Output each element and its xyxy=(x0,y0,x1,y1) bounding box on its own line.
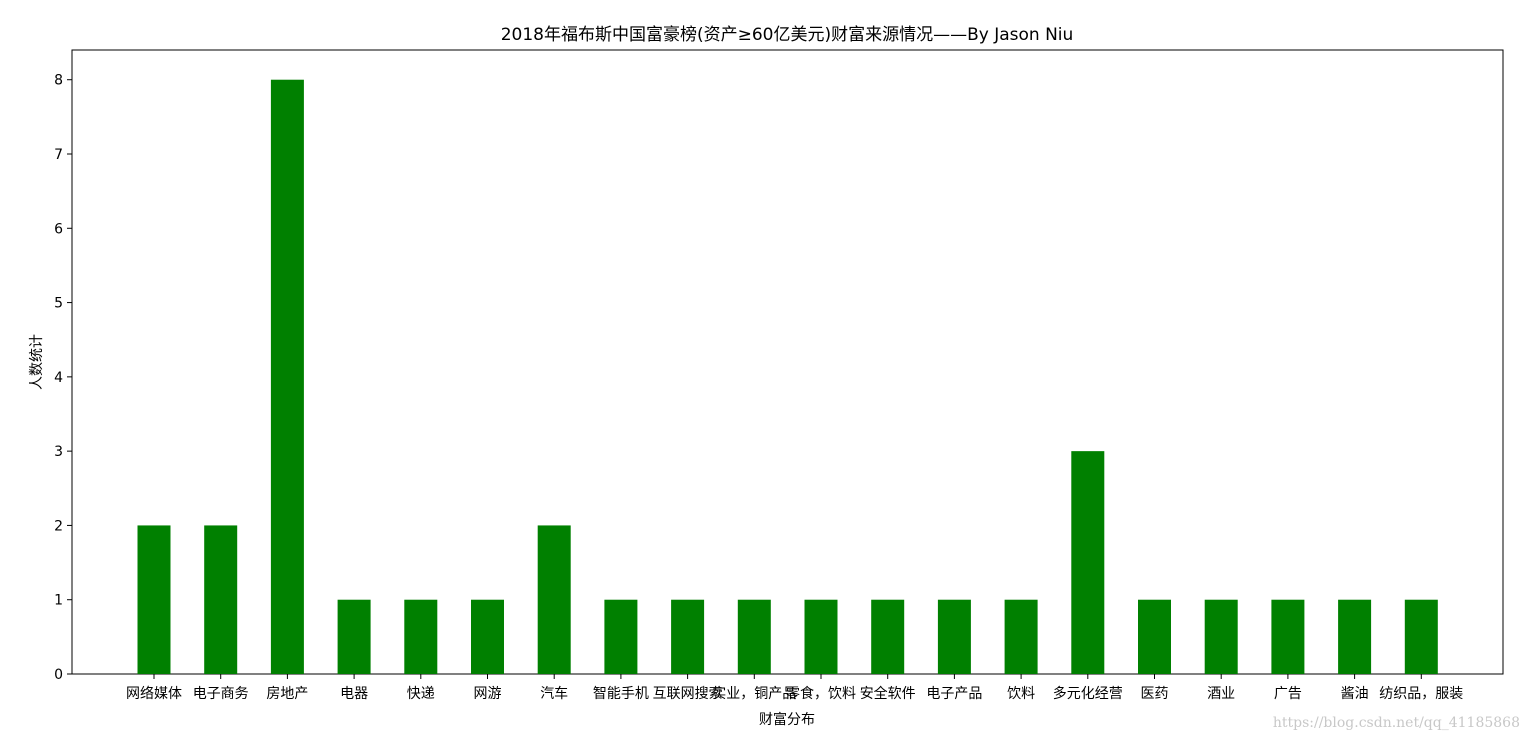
x-tick-label: 网络媒体 xyxy=(126,686,182,702)
x-tick-label: 安全软件 xyxy=(860,685,916,702)
bars xyxy=(137,79,1438,674)
bar xyxy=(471,599,504,674)
x-tick-label: 零食，饮料 xyxy=(786,685,856,702)
bar xyxy=(1338,599,1372,674)
y-tick-label: 4 xyxy=(54,370,63,386)
bar xyxy=(137,525,171,674)
x-tick-label: 酒业 xyxy=(1207,686,1235,702)
x-tick-label: 汽车 xyxy=(540,685,568,702)
x-tick-label: 电器 xyxy=(340,686,368,702)
x-tick-label: 网游 xyxy=(474,686,502,702)
bar xyxy=(1004,599,1038,674)
x-axis: 网络媒体 电子商务 房地产 电器 快递 网游 汽车 智能手机 互联网搜索实业，铜产品零食，饮料安… xyxy=(126,674,1463,702)
chart-title: 2018年福布斯中国富豪榜(资产≥60亿美元)财富来源情况——By Jason … xyxy=(501,24,1074,45)
bar xyxy=(1271,599,1305,674)
bar xyxy=(871,599,905,674)
bar xyxy=(270,79,304,674)
bar xyxy=(671,599,705,674)
y-tick-label: 6 xyxy=(54,221,63,237)
y-tick-label: 2 xyxy=(54,518,63,534)
bar xyxy=(604,599,638,674)
bar xyxy=(937,599,971,674)
x-axis-label: 财富分布 xyxy=(759,711,815,728)
bar xyxy=(1138,599,1171,674)
y-tick-label: 3 xyxy=(54,444,63,460)
x-tick-label: 多元化经营 xyxy=(1053,685,1123,702)
x-tick-label: 智能手机 xyxy=(593,686,649,702)
bar xyxy=(204,525,238,674)
x-tick-label: 饮料 xyxy=(1007,686,1035,702)
bar xyxy=(804,599,838,674)
y-axis: 0 1 2 3 4 5 6 7 8 xyxy=(54,73,72,683)
y-tick-label: 7 xyxy=(54,147,63,163)
y-axis-label: 人数统计 xyxy=(29,334,45,390)
y-tick-label: 0 xyxy=(54,667,63,683)
x-tick-label: 互联网搜索 xyxy=(653,685,723,702)
bar xyxy=(337,599,371,674)
x-tick-label: 快递 xyxy=(407,686,435,702)
bar xyxy=(537,525,571,674)
bar xyxy=(1404,599,1438,674)
watermark: https://blog.csdn.net/qq_41185868 xyxy=(1272,715,1520,731)
x-tick-label: 电子产品 xyxy=(926,686,982,702)
y-tick-label: 5 xyxy=(54,296,63,312)
bar xyxy=(737,599,771,674)
y-tick-label: 8 xyxy=(54,73,63,89)
x-tick-label: 酱油 xyxy=(1341,686,1369,702)
x-tick-label: 纺织品，服装 xyxy=(1379,686,1463,702)
plot-frame xyxy=(71,49,1504,675)
x-tick-label: 医药 xyxy=(1141,686,1169,702)
x-tick-label: 房地产 xyxy=(266,686,308,702)
bar xyxy=(404,599,438,674)
bar xyxy=(1071,451,1105,674)
bar xyxy=(1204,599,1238,674)
y-tick-label: 1 xyxy=(54,593,63,609)
x-tick-label: 电子商务 xyxy=(193,686,249,702)
x-tick-label: 广告 xyxy=(1274,686,1302,702)
x-tick-label: 实业，铜产品 xyxy=(712,686,796,702)
